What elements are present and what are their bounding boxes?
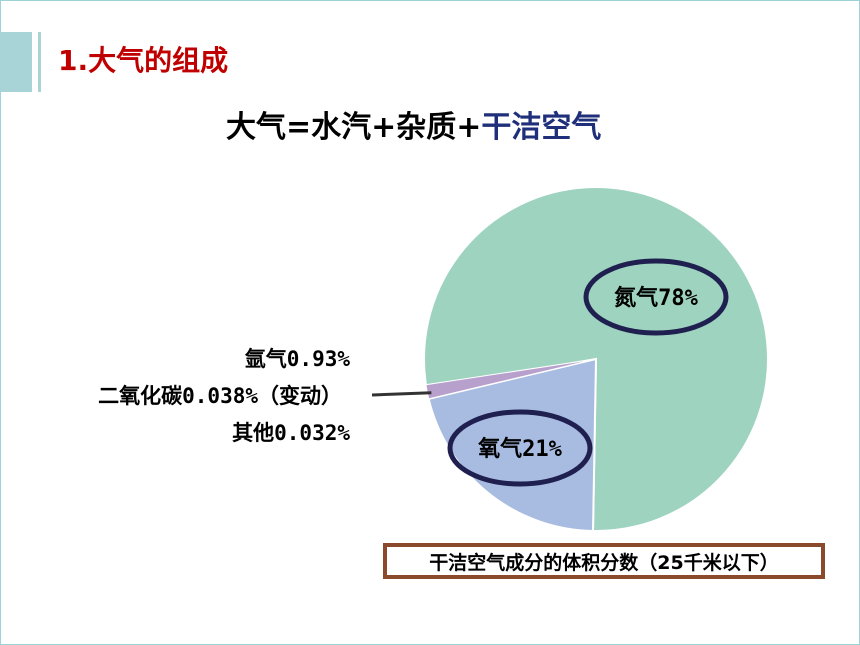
chart-caption: 干洁空气成分的体积分数（25千米以下） bbox=[383, 543, 825, 579]
accent-bar bbox=[0, 32, 32, 92]
accent-line bbox=[38, 32, 41, 92]
co2-label: 二氧化碳0.038%（变动） bbox=[98, 384, 342, 408]
trace-leader-line bbox=[371, 391, 432, 397]
formula-line: 大气=水汽+杂质+干洁空气 bbox=[226, 108, 601, 148]
argon-label: 氩气0.93% bbox=[244, 347, 350, 371]
formula-highlight: 干洁空气 bbox=[481, 110, 602, 145]
pie-chart: 氮气78% 氧气21% bbox=[371, 186, 769, 532]
pie-slice-nitrogen bbox=[423, 186, 769, 532]
slide-heading: 1.大气的组成 bbox=[58, 44, 229, 77]
pie-slice-oxygen bbox=[427, 357, 598, 532]
nitrogen-label-ellipse bbox=[583, 258, 729, 336]
oxygen-label: 氧气21% bbox=[477, 436, 562, 462]
other-label: 其他0.032% bbox=[232, 421, 350, 445]
nitrogen-label: 氮气78% bbox=[614, 285, 698, 311]
oxygen-label-ellipse bbox=[447, 409, 593, 487]
formula-prefix: 大气=水汽+杂质+ bbox=[226, 110, 482, 145]
